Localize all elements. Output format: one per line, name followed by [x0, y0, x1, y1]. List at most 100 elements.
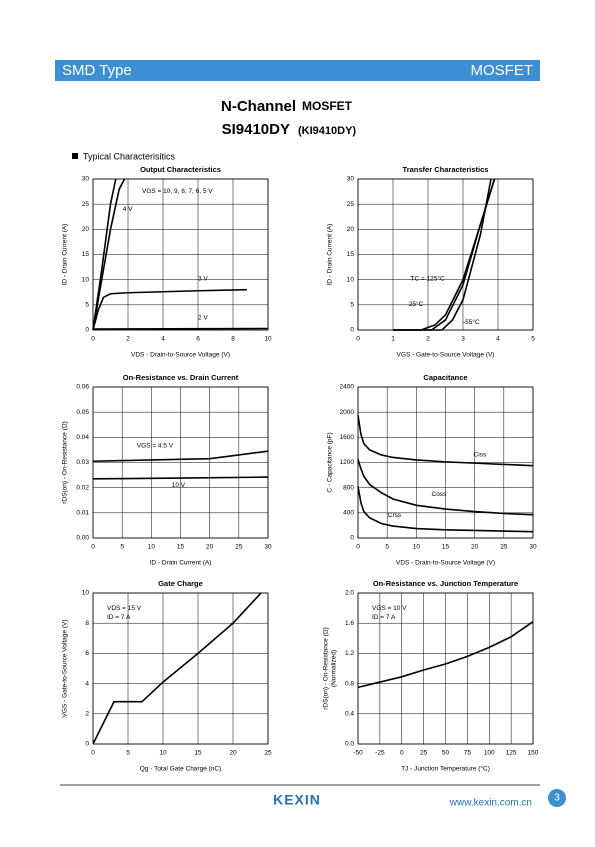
x-tick-label: 5: [385, 544, 389, 551]
x-tick-label: 0: [91, 336, 95, 343]
data-line: [92, 592, 262, 745]
x-tick-label: 10: [148, 544, 156, 551]
page-number: 3: [554, 793, 560, 804]
plot-frame: [92, 178, 269, 331]
y-axis-label: ID - Drain Current (A): [62, 224, 69, 286]
x-tick-label: 10: [413, 544, 421, 551]
x-tick-label: 2: [126, 336, 130, 343]
y-tick-label: 0: [85, 327, 89, 334]
y-axis-label: rDS(on) - On-Resistance (Ω): [323, 627, 330, 710]
y-tick-label: 2: [85, 711, 89, 718]
header-right: MOSFET: [471, 62, 534, 79]
x-tick-label: 15: [177, 544, 185, 551]
y-tick-label: 400: [343, 510, 354, 517]
y-tick-label: 0: [350, 535, 354, 542]
y-tick-label: 25: [347, 201, 355, 208]
y-tick-label: 0.8: [345, 680, 354, 687]
title-main: N-Channel: [221, 98, 296, 115]
x-axis-label: TJ - Junction Temperature (°C): [401, 765, 490, 773]
x-tick-label: 15: [442, 544, 450, 551]
x-tick-label: 25: [264, 750, 272, 757]
x-tick-label: 6: [196, 336, 200, 343]
x-tick-label: 25: [420, 750, 428, 757]
x-axis-label: Qg - Total Gate Charge (nC): [140, 766, 222, 773]
x-tick-label: 5: [120, 544, 124, 551]
y-tick-label: 0: [85, 741, 89, 748]
y-tick-label: 8: [85, 620, 89, 627]
x-tick-label: 20: [471, 544, 479, 551]
y-tick-label: 1.2: [345, 650, 354, 657]
x-tick-label: 125: [506, 750, 517, 757]
section-title: Typical Characterisitics: [83, 151, 176, 161]
y-tick-label: 0.01: [76, 510, 89, 517]
header-left: SMD Type: [62, 62, 132, 79]
series-label: -55°C: [463, 318, 480, 326]
y-tick-label: 2.0: [345, 590, 354, 597]
y-axis-label: ID - Drain Current (A): [327, 224, 334, 286]
plot-frame: [357, 592, 534, 745]
series-label: TC = 125°C: [411, 274, 446, 282]
data-line: [92, 476, 269, 480]
part-number: SI9410DY: [222, 121, 290, 138]
series-label: VGS = 10, 9, 8, 7, 6, 5 V: [142, 188, 213, 195]
x-tick-label: 50: [442, 750, 450, 757]
plot-frame: [357, 386, 534, 539]
x-tick-label: 5: [531, 336, 535, 343]
plot-frame: [92, 386, 269, 539]
x-tick-label: 20: [206, 544, 214, 551]
series-label: Crss: [388, 512, 402, 519]
y-axis-note: (Normalized): [331, 650, 338, 687]
x-tick-label: 25: [500, 544, 508, 551]
y-tick-label: 2400: [340, 384, 355, 391]
data-line: [92, 288, 248, 331]
y-tick-label: 0.06: [76, 384, 89, 391]
x-tick-label: 100: [484, 750, 495, 757]
y-tick-label: 0: [350, 327, 354, 334]
annotation: VGS = 10 V: [372, 605, 407, 612]
x-tick-label: 5: [126, 750, 130, 757]
x-tick-label: 0: [400, 750, 404, 757]
annotation: ID = 7 A: [372, 614, 396, 621]
footer-url: www.kexin.com.cn: [449, 798, 532, 809]
y-tick-label: 6: [85, 650, 89, 657]
x-tick-label: 0: [356, 336, 360, 343]
y-tick-label: 0.02: [76, 484, 89, 491]
x-tick-label: 20: [229, 750, 237, 757]
x-tick-label: 1: [391, 336, 395, 343]
data-line: [92, 178, 126, 331]
y-tick-label: 0.05: [76, 409, 89, 416]
annotation: VDS = 15 V: [107, 605, 142, 612]
y-tick-label: 25: [82, 201, 90, 208]
x-axis-label: VDS - Drain-to-Source Voltage (V): [131, 352, 230, 359]
x-tick-label: 3: [461, 336, 465, 343]
footer-logo: KEXIN: [273, 792, 321, 808]
header-bar: [55, 60, 540, 81]
x-tick-label: 25: [235, 544, 243, 551]
series-label: Ciss: [474, 452, 487, 459]
series-label: 10 V: [172, 482, 186, 489]
series-label: Coss: [432, 491, 448, 498]
y-tick-label: 800: [343, 484, 354, 491]
data-line: [357, 459, 534, 516]
y-tick-label: 30: [347, 176, 355, 183]
y-tick-label: 0.00: [76, 535, 89, 542]
x-tick-label: 4: [161, 336, 165, 343]
y-tick-label: 15: [347, 251, 355, 258]
y-tick-label: 0.0: [345, 741, 354, 748]
series-label: VGS = 4.5 V: [137, 443, 174, 450]
x-tick-label: 4: [496, 336, 500, 343]
y-axis-label: C - Capacitance (pF): [327, 432, 334, 492]
chart-title: On-Resistance vs. Drain Current: [123, 373, 239, 382]
y-tick-label: 15: [82, 251, 90, 258]
chart-title: Capacitance: [423, 373, 467, 382]
title-kind: MOSFET: [302, 99, 353, 113]
data-line: [92, 327, 269, 330]
x-tick-label: 10: [264, 336, 272, 343]
series-label: 4 V: [123, 206, 133, 213]
series-label: 3 V: [198, 275, 208, 282]
y-axis-label: VGS - Gate-to-Source Voltage (V): [62, 620, 69, 718]
y-tick-label: 1.6: [345, 620, 354, 627]
x-tick-label: 75: [464, 750, 472, 757]
x-tick-label: 150: [528, 750, 539, 757]
